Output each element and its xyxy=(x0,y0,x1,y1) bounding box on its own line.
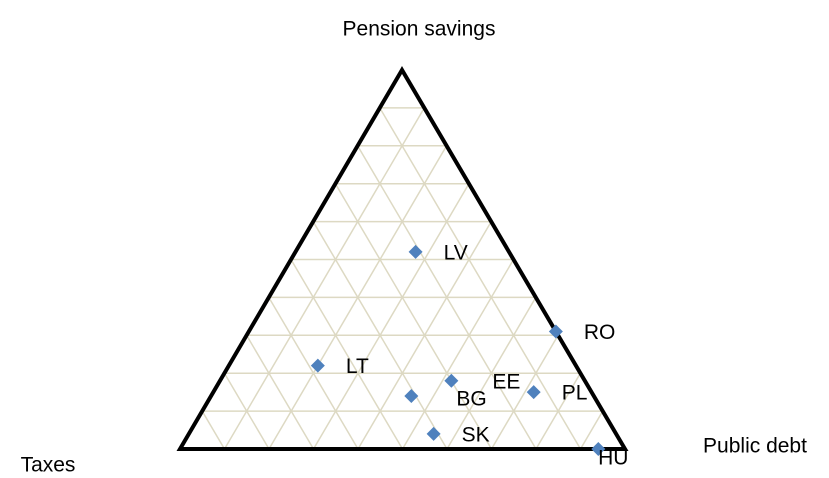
data-point xyxy=(310,358,325,373)
grid-line xyxy=(334,183,493,450)
data-point xyxy=(548,324,563,339)
grid-line xyxy=(312,183,470,450)
point-label: PL xyxy=(562,382,588,405)
grid-line xyxy=(201,410,226,450)
point-label: BG xyxy=(456,387,486,410)
grid-line xyxy=(268,297,359,450)
data-point xyxy=(526,385,541,400)
grid-line xyxy=(446,297,537,450)
grid-line xyxy=(401,259,515,450)
right-axis-label: Public debt xyxy=(703,435,807,458)
data-point xyxy=(444,373,459,388)
point-label: EE xyxy=(492,370,520,393)
point-label: LT xyxy=(346,355,369,378)
left-axis-label: Taxes xyxy=(21,454,76,477)
grid-line xyxy=(379,107,582,450)
grid-line xyxy=(535,372,582,450)
grid xyxy=(201,107,604,450)
grid-line xyxy=(223,372,270,450)
points: LV RO LT EE BG PL SK HU xyxy=(310,241,628,470)
point-label: SK xyxy=(462,423,490,446)
grid-line xyxy=(490,334,559,450)
point-label: HU xyxy=(598,447,628,470)
top-axis-label: Pension savings xyxy=(343,18,496,41)
data-point xyxy=(408,244,423,259)
data-point xyxy=(404,388,419,403)
data-point xyxy=(591,442,606,456)
data-point xyxy=(426,426,441,441)
triangle-frame xyxy=(176,66,629,451)
point-label: LV xyxy=(444,241,468,264)
grid-line xyxy=(223,107,425,450)
grid-line xyxy=(290,259,404,450)
point-label: RO xyxy=(584,321,616,344)
grid-line xyxy=(245,334,315,450)
grid-line xyxy=(579,410,604,450)
